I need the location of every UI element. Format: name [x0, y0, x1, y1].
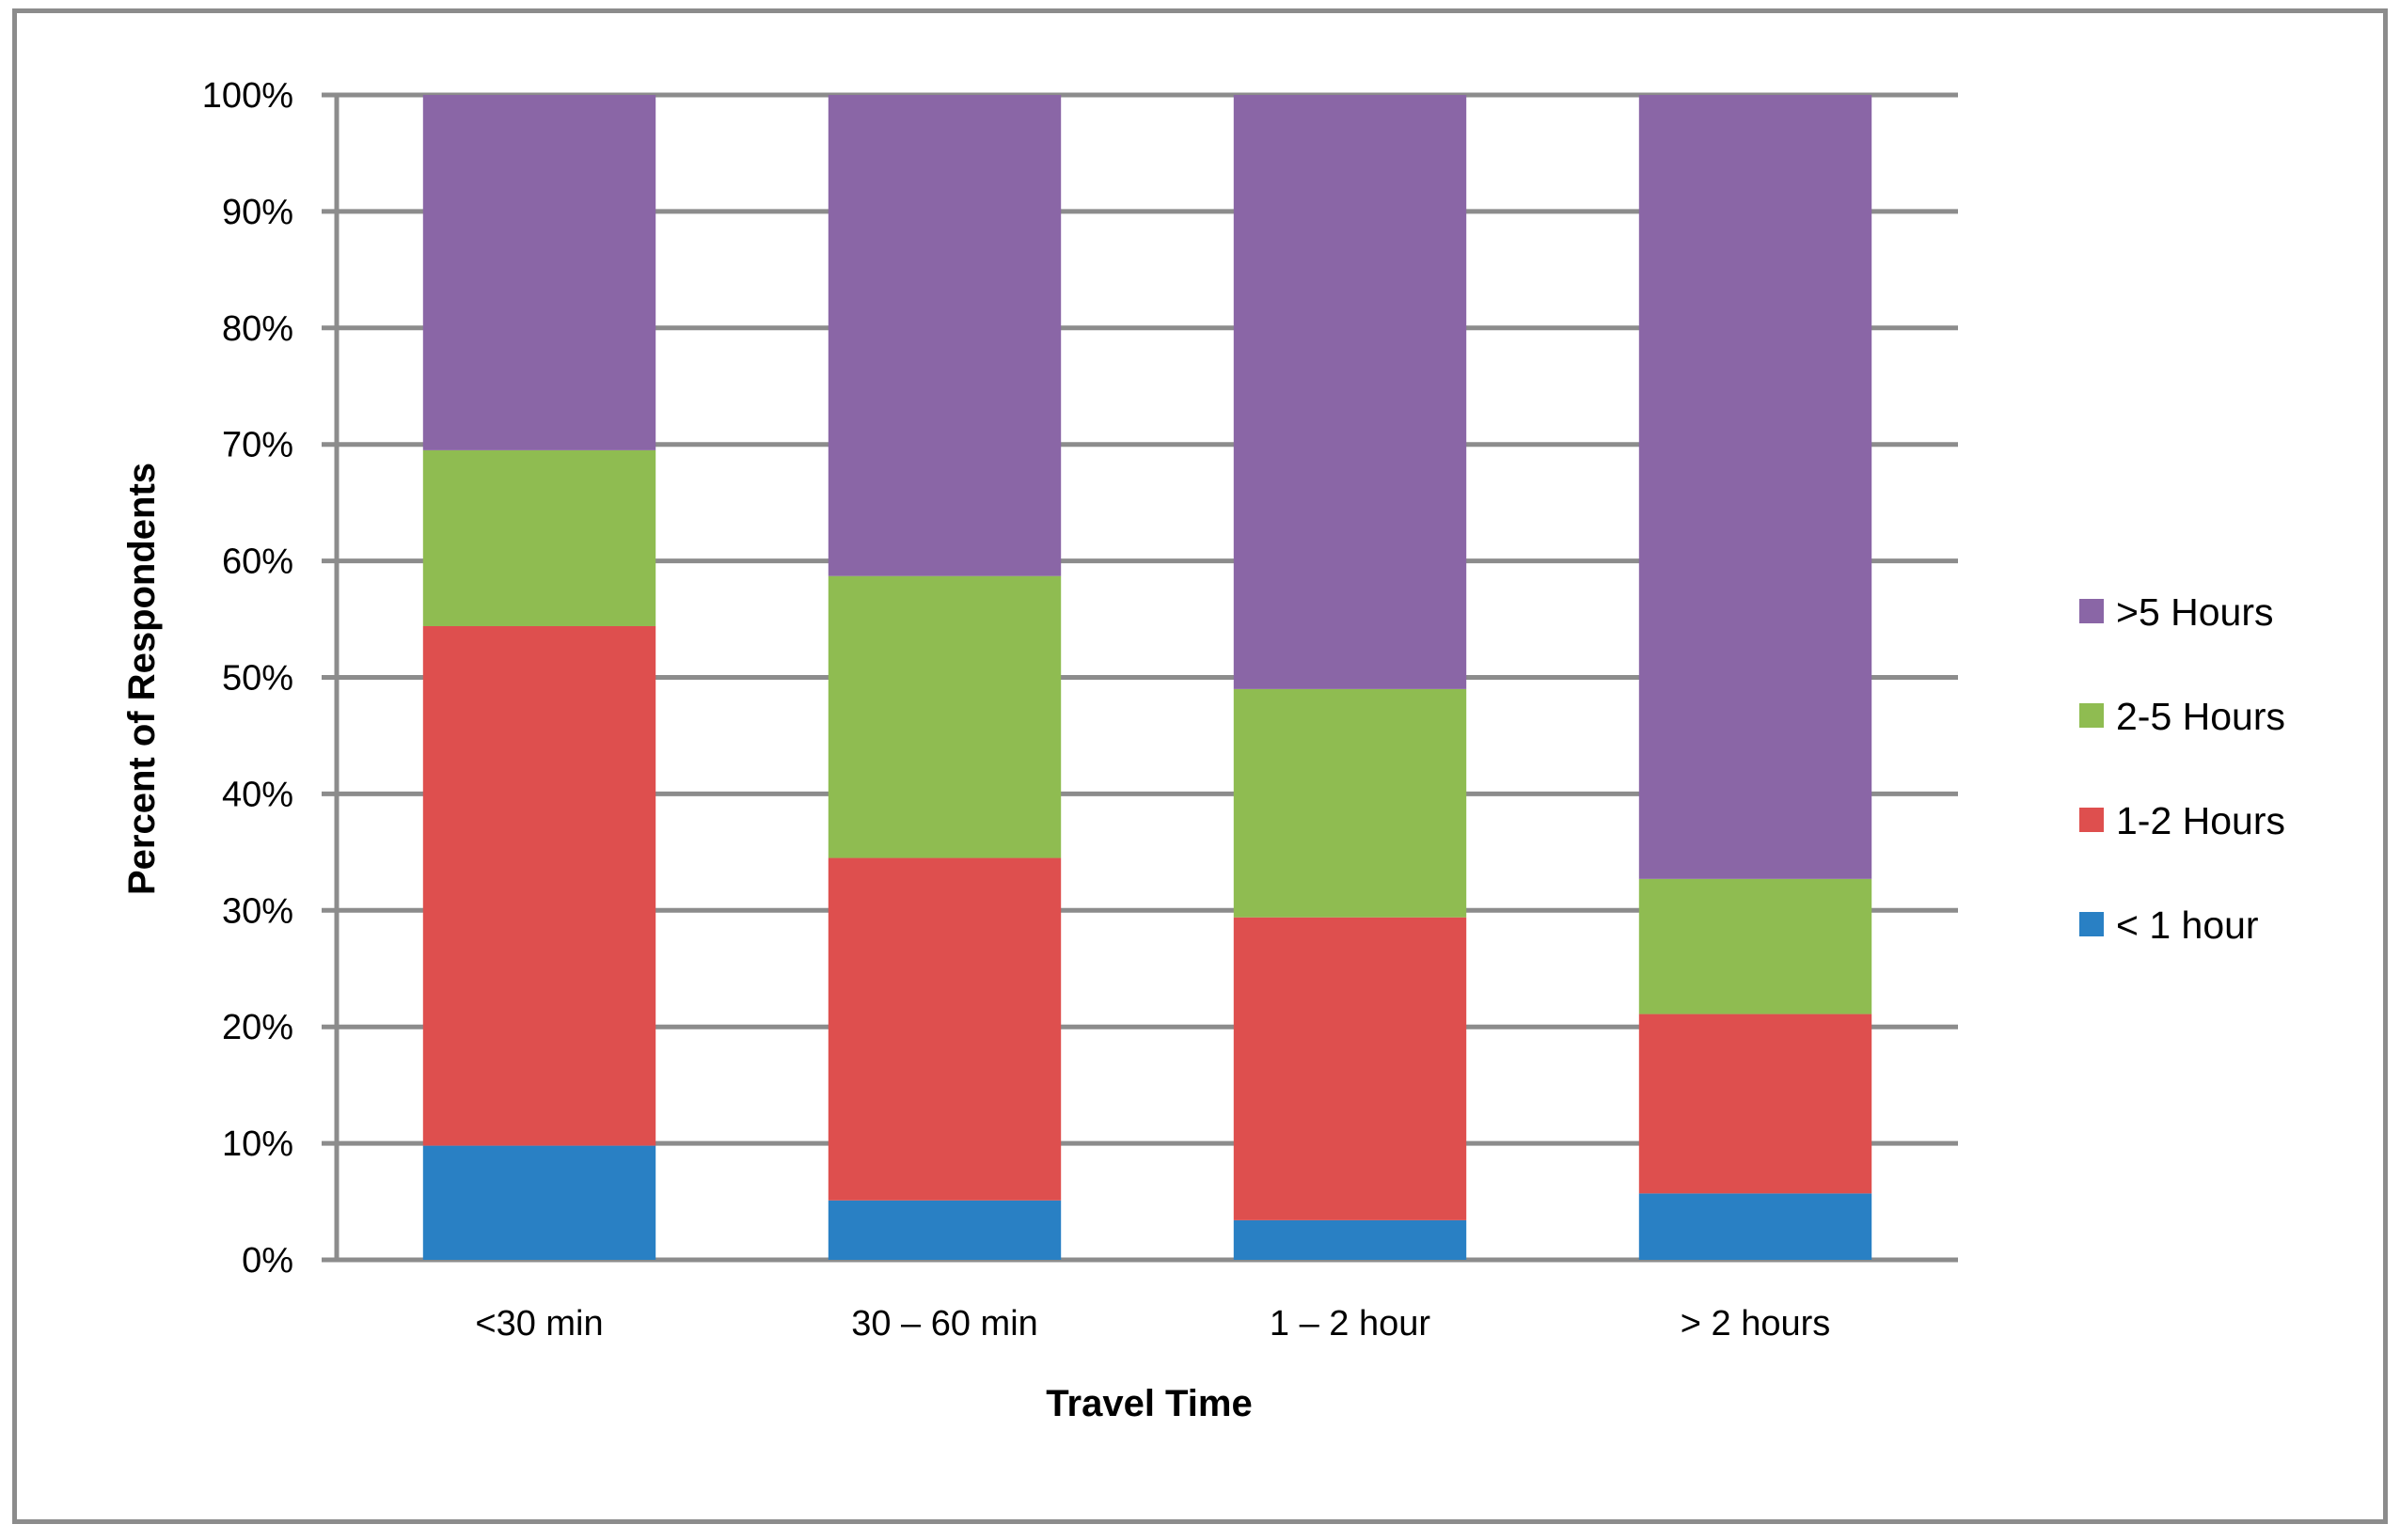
legend-label: >5 Hours: [2116, 590, 2274, 634]
y-tick-label: 10%: [222, 1124, 293, 1164]
y-tick-label: 50%: [222, 659, 293, 699]
bar-segment: [1233, 1219, 1467, 1260]
legend-label: 1-2 Hours: [2116, 799, 2285, 842]
y-tick-label: 100%: [202, 76, 293, 116]
legend-swatch: [2079, 912, 2104, 936]
bar-segment: [1638, 95, 1872, 879]
y-tick-label: 30%: [222, 891, 293, 931]
bar-segment: [828, 95, 1062, 576]
legend-label: 2-5 Hours: [2116, 695, 2285, 738]
bar-segment: [828, 1200, 1062, 1260]
x-axis-title: Travel Time: [1046, 1383, 1252, 1424]
bar-segment: [1638, 1014, 1872, 1194]
bar-segment: [1638, 878, 1872, 1014]
x-tick-label: > 2 hours: [1681, 1304, 1831, 1344]
bar-segment: [422, 449, 656, 626]
x-tick-label: 1 – 2 hour: [1270, 1304, 1430, 1344]
legend-swatch: [2079, 703, 2104, 728]
y-tick-labels: 0% 10% 20% 30% 40% 50% 60% 70% 80% 90% 100%: [202, 76, 293, 1281]
legend-swatch: [2079, 808, 2104, 832]
y-tick-label: 40%: [222, 775, 293, 814]
x-tick-label: <30 min: [475, 1304, 603, 1344]
y-tick-label: 20%: [222, 1008, 293, 1047]
bar-segment: [422, 625, 656, 1146]
bar-segment: [1233, 917, 1467, 1220]
x-tick-label: 30 – 60 min: [851, 1304, 1038, 1344]
y-tick-label: 70%: [222, 426, 293, 465]
bar-segment: [1233, 95, 1467, 689]
bar-segment: [422, 1145, 656, 1260]
bars: [422, 95, 1872, 1260]
chart-frame: [12, 8, 2388, 1524]
bar-segment: [828, 857, 1062, 1201]
bar-segment: [1233, 688, 1467, 918]
y-tick-label: 80%: [222, 309, 293, 349]
bar-segment: [1638, 1193, 1872, 1260]
bar-segment: [422, 95, 656, 450]
x-tick-labels: <30 min 30 – 60 min 1 – 2 hour > 2 hours: [475, 1304, 1830, 1344]
y-tick-label: 0%: [242, 1241, 293, 1281]
y-tick-label: 90%: [222, 193, 293, 232]
legend: >5 Hours 2-5 Hours 1-2 Hours < 1 hour: [2079, 590, 2285, 947]
legend-swatch: [2079, 599, 2104, 623]
legend-label: < 1 hour: [2116, 904, 2259, 947]
y-axis-title: Percent of Respondents: [121, 463, 163, 895]
y-tick-label: 60%: [222, 542, 293, 582]
bar-segment: [828, 575, 1062, 858]
